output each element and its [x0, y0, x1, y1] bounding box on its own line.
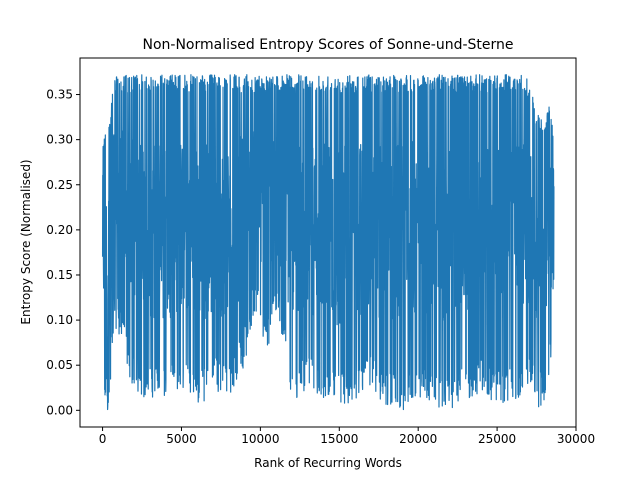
- y-tick-label: 0.05: [46, 358, 73, 372]
- plot-area: [101, 74, 555, 411]
- axes-frame: [79, 57, 577, 428]
- x-tick-label: 0: [99, 432, 107, 446]
- y-tick-label: 0.10: [46, 313, 73, 327]
- series-line: [101, 74, 555, 411]
- y-tick-label: 0.35: [46, 88, 73, 102]
- x-tick-label: 30000: [557, 432, 595, 446]
- x-axis-title: Rank of Recurring Words: [254, 456, 402, 470]
- x-tick-label: 20000: [399, 432, 437, 446]
- y-tick-label: 0.25: [46, 178, 73, 192]
- x-tick-label: 15000: [320, 432, 358, 446]
- y-tick-label: 0.20: [46, 223, 73, 237]
- x-tick-label: 25000: [478, 432, 516, 446]
- x-tick-label: 5000: [166, 432, 197, 446]
- y-tick-label: 0.15: [46, 268, 73, 282]
- chart-title: Non-Normalised Entropy Scores of Sonne-u…: [142, 37, 513, 53]
- x-tick-label: 10000: [241, 432, 279, 446]
- y-tick-label: 0.00: [46, 403, 73, 417]
- axes: 0 5000 10000 15000 20000 25000 30000 0.00 0.05 0.…: [46, 57, 595, 446]
- y-axis-title: Entropy Score (Normalised): [19, 159, 33, 324]
- y-tick-label: 0.30: [46, 133, 73, 147]
